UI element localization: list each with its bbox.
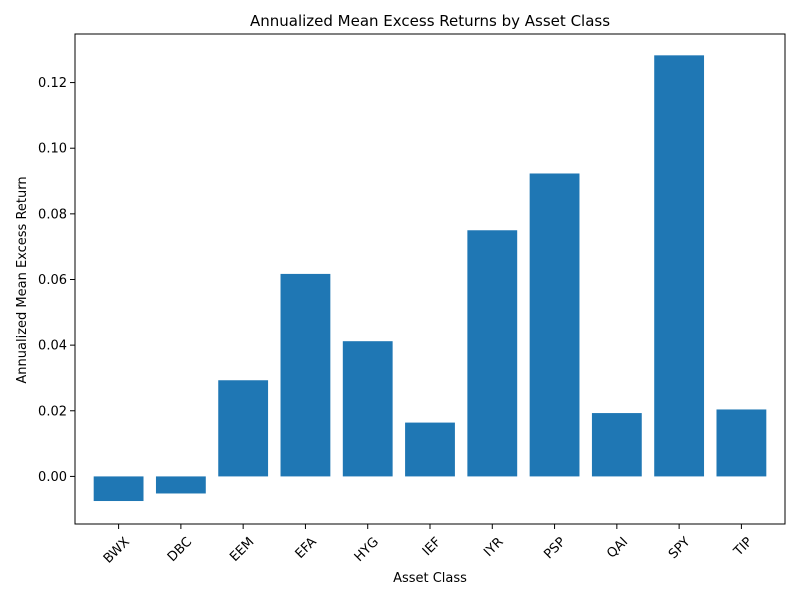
y-axis-label: Annualized Mean Excess Return bbox=[15, 176, 30, 383]
x-tick-label-efa: EFA bbox=[293, 535, 320, 562]
y-tick-label: 0.08 bbox=[38, 207, 67, 222]
y-tick-label: 0.10 bbox=[38, 142, 67, 157]
bar-spy bbox=[654, 55, 705, 477]
y-tick-label: 0.04 bbox=[38, 339, 67, 354]
bar-iyr bbox=[467, 230, 518, 477]
y-tick-label: 0.00 bbox=[38, 470, 67, 485]
plot-frame bbox=[74, 33, 786, 525]
y-tick-label: 0.02 bbox=[38, 404, 67, 419]
bar-hyg bbox=[342, 341, 393, 477]
bar-eem bbox=[218, 380, 269, 477]
x-axis-label: Asset Class bbox=[393, 571, 467, 586]
x-tick-label-tip: TIP bbox=[730, 535, 755, 560]
bars-group bbox=[93, 55, 767, 502]
x-axis-ticks: BWX DBC EEM EFA HYG IEF IYR PSP QAI SPY TIP bbox=[101, 524, 756, 567]
x-tick-label-dbc: DBC bbox=[165, 535, 195, 565]
bar-ief bbox=[405, 422, 455, 477]
bar-tip bbox=[716, 409, 767, 477]
x-tick-label-eem: EEM bbox=[227, 535, 257, 565]
x-tick-label-hyg: HYG bbox=[352, 535, 382, 565]
x-tick-label-ief: IEF bbox=[420, 535, 444, 559]
bar-psp bbox=[529, 173, 580, 477]
x-tick-label-bwx: BWX bbox=[101, 535, 133, 567]
bar-efa bbox=[280, 273, 331, 477]
chart-title: Annualized Mean Excess Returns by Asset … bbox=[250, 12, 610, 30]
bar-qai bbox=[591, 413, 642, 477]
bar-dbc bbox=[155, 476, 206, 494]
bar-bwx bbox=[93, 476, 144, 502]
x-tick-label-psp: PSP bbox=[541, 535, 569, 563]
x-tick-label-iyr: IYR bbox=[481, 535, 506, 560]
x-tick-label-spy: SPY bbox=[666, 535, 693, 562]
y-axis-ticks: 0.00 0.02 0.04 0.06 0.08 0.10 0.12 bbox=[38, 76, 75, 485]
y-tick-label: 0.12 bbox=[38, 76, 67, 91]
y-tick-label: 0.06 bbox=[38, 273, 67, 288]
x-tick-label-qai: QAI bbox=[604, 535, 631, 562]
